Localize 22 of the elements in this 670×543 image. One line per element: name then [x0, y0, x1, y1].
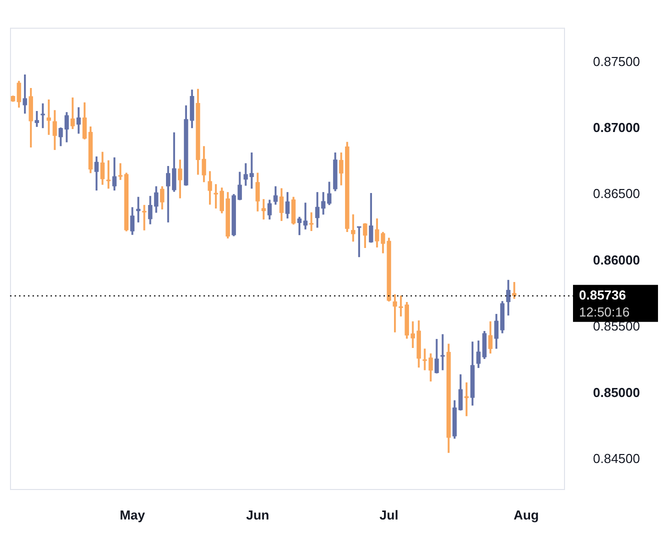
ref-line-label: 0.85736 [579, 287, 626, 302]
y-tick-label: 0.87000 [593, 120, 640, 136]
y-tick-label: 0.87500 [593, 54, 640, 69]
candlestick [40, 103, 45, 128]
candlestick [356, 226, 362, 258]
y-tick-label: 0.86000 [593, 252, 640, 268]
x-tick-label: Jun [246, 507, 270, 522]
candlestick [392, 294, 398, 332]
y-tick-label: 0.84500 [593, 451, 640, 466]
text: 12:50:16 [579, 304, 630, 320]
candlestick [261, 199, 266, 220]
x-tick-label: Aug [514, 507, 539, 522]
x-tick-label: May [120, 507, 146, 522]
y-tick-label: 0.86500 [593, 186, 640, 202]
candlestick [464, 382, 469, 416]
candlestick [440, 334, 445, 370]
y-tick-label: 0.85000 [593, 384, 640, 400]
candlestick [350, 214, 356, 242]
candlestick [106, 160, 111, 189]
x-tick-label: Jul [380, 507, 398, 522]
candlestick [309, 212, 314, 232]
y-tick-label: 0.85500 [593, 318, 640, 334]
